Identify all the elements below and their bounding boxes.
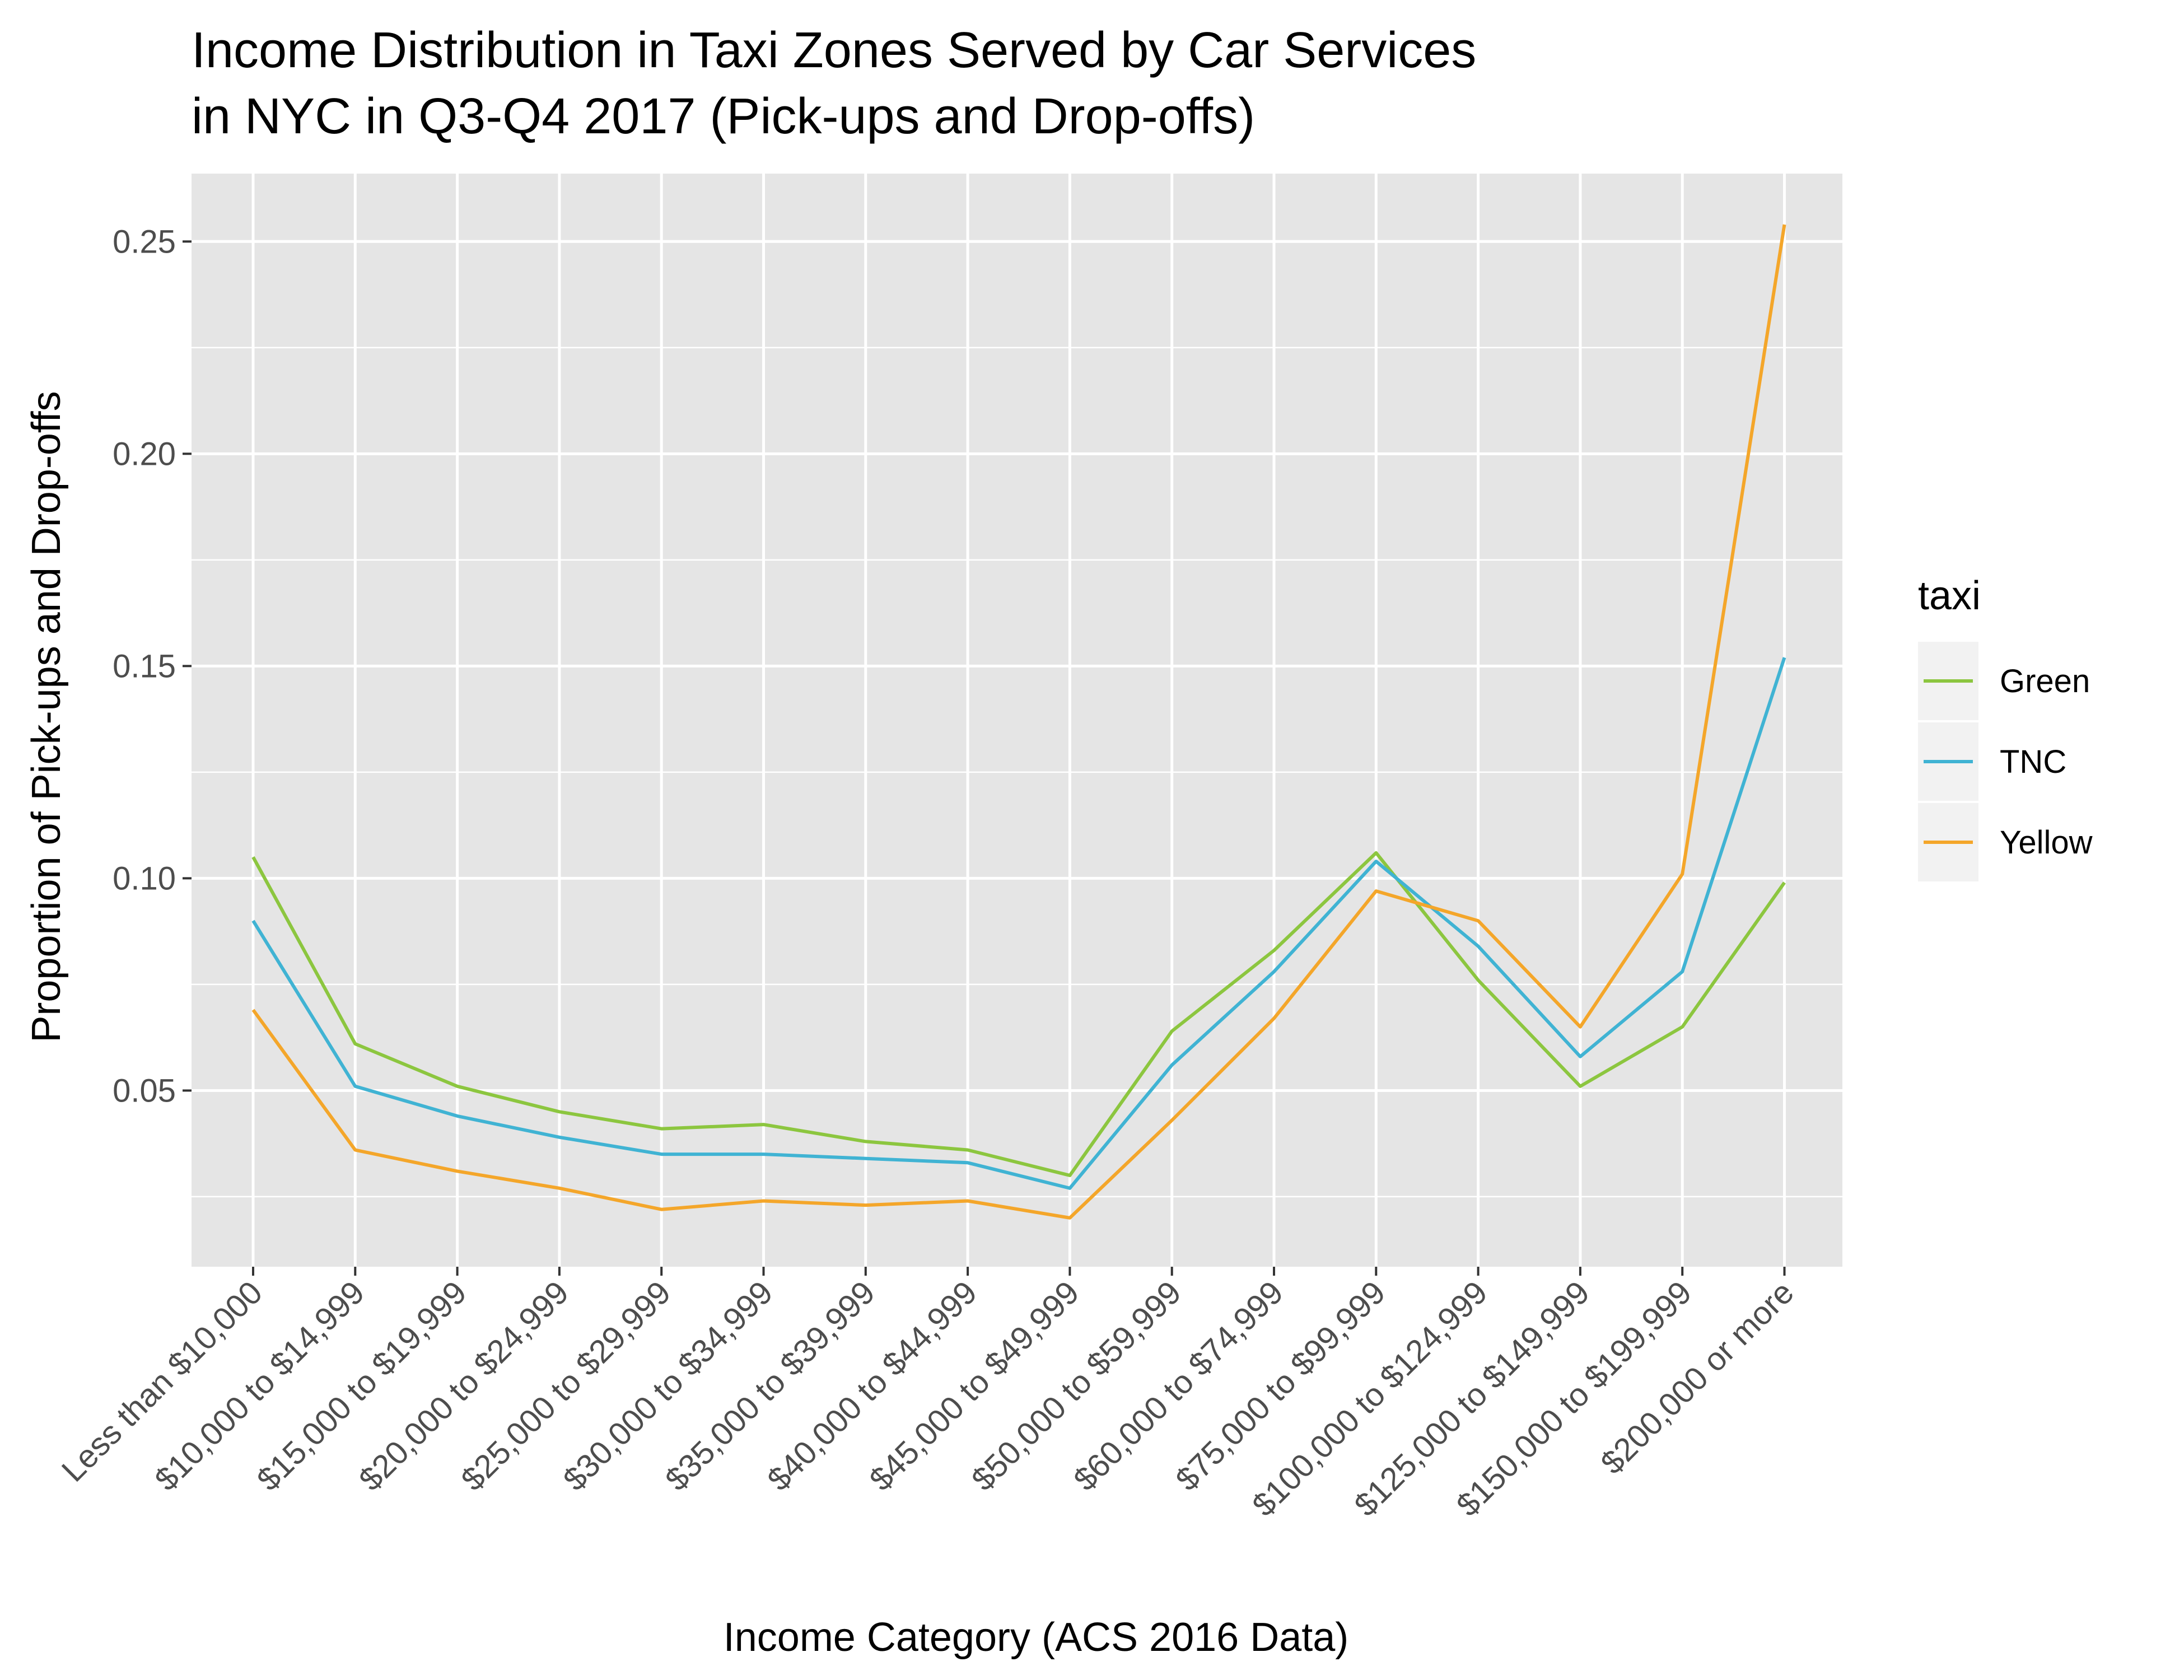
y-axis-title: Proportion of Pick-ups and Drop-offs [24, 391, 69, 1042]
series-line-yellow [251, 224, 1786, 1220]
legend: taxi Green TNC Yellow [1918, 573, 2093, 881]
chart-title: Income Distribution in Taxi Zones Served… [192, 22, 1476, 144]
y-tick-label: 0.05 [113, 1072, 176, 1109]
legend-label-green: Green [2000, 663, 2090, 699]
legend-title: taxi [1918, 573, 1981, 618]
chart-title-line-2: in NYC in Q3-Q4 2017 (Pick-ups and Drop-… [192, 88, 1255, 144]
x-axis-title: Income Category (ACS 2016 Data) [724, 1615, 1349, 1660]
chart-title-line-1: Income Distribution in Taxi Zones Served… [192, 22, 1476, 78]
y-tick-label: 0.20 [113, 436, 176, 472]
legend-label-tnc: TNC [2000, 744, 2066, 780]
series-lines [251, 224, 1786, 1220]
legend-label-yellow: Yellow [2000, 824, 2093, 861]
minor-gridlines [192, 347, 1842, 1198]
series-line-green [251, 851, 1786, 1177]
y-tick-label: 0.25 [113, 223, 176, 260]
y-axis: 0.05 0.10 0.15 0.20 0.25 [113, 223, 192, 1109]
y-tick-label: 0.10 [113, 860, 176, 897]
y-tick-label: 0.15 [113, 648, 176, 684]
plot-panel [192, 174, 1842, 1267]
series-line-tnc [251, 657, 1786, 1190]
